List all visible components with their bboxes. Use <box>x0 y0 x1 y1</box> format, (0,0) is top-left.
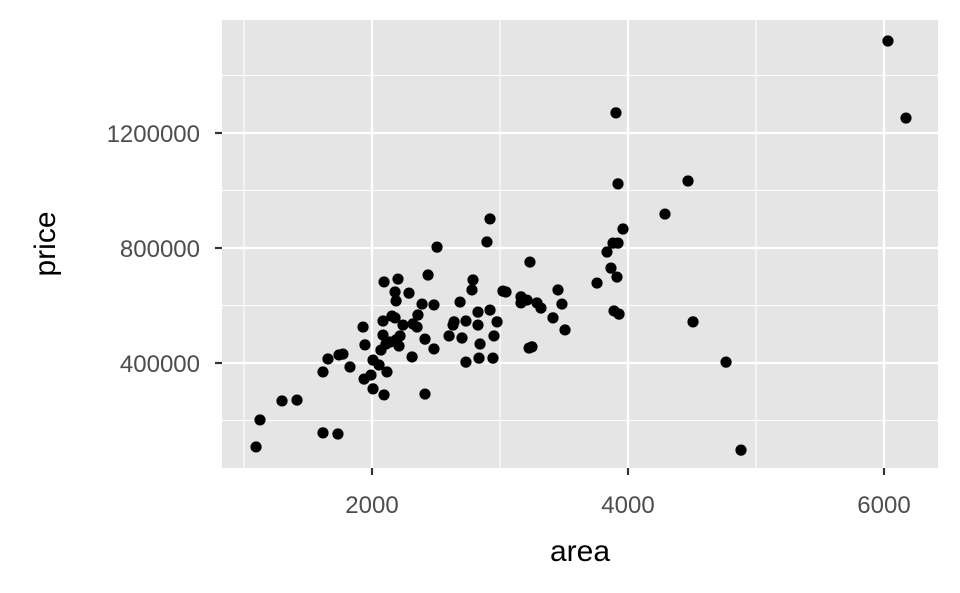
data-point <box>317 427 329 439</box>
data-point <box>467 274 479 286</box>
data-point <box>491 316 503 328</box>
data-point <box>389 286 401 298</box>
data-point <box>484 304 496 316</box>
data-point <box>317 366 329 378</box>
data-point <box>276 395 288 407</box>
data-point <box>612 178 624 190</box>
data-point <box>443 330 455 342</box>
data-point <box>412 309 424 321</box>
major-gridlines <box>222 20 938 468</box>
data-point <box>403 287 415 299</box>
axes: 2000 4000 6000 400000 800000 1200000 are… <box>29 121 911 568</box>
data-point <box>344 361 356 373</box>
data-point <box>612 237 624 249</box>
data-point <box>682 175 694 187</box>
data-point <box>720 356 732 368</box>
data-point <box>416 298 428 310</box>
data-point <box>535 302 547 314</box>
data-point <box>472 306 484 318</box>
data-point <box>322 353 334 365</box>
data-point <box>378 276 390 288</box>
data-point <box>373 359 385 371</box>
data-point <box>456 332 468 344</box>
data-point <box>481 236 493 248</box>
data-point <box>591 277 603 289</box>
data-point <box>687 316 699 328</box>
data-point <box>378 389 390 401</box>
data-point <box>431 241 443 253</box>
data-point <box>448 316 460 328</box>
data-point <box>419 333 431 345</box>
data-point <box>390 295 402 307</box>
data-point <box>291 394 303 406</box>
data-point <box>419 388 431 400</box>
data-point <box>559 324 571 336</box>
data-point <box>397 319 409 331</box>
data-point <box>500 286 512 298</box>
data-point <box>460 315 472 327</box>
data-point <box>454 296 466 308</box>
data-point <box>357 321 369 333</box>
data-point <box>367 383 379 395</box>
x-tick-label: 4000 <box>601 492 654 519</box>
data-point <box>735 444 747 456</box>
data-point <box>254 414 266 426</box>
data-point <box>488 330 500 342</box>
data-point <box>611 271 623 283</box>
plot-panel <box>222 20 938 468</box>
data-point <box>613 308 625 320</box>
data-point <box>428 343 440 355</box>
data-point <box>359 339 371 351</box>
data-point <box>659 208 671 220</box>
data-point <box>365 369 377 381</box>
x-tick-label: 6000 <box>857 492 910 519</box>
x-axis-title: area <box>550 535 610 568</box>
data-point <box>411 321 423 333</box>
data-point <box>337 348 349 360</box>
data-point <box>521 294 533 306</box>
y-tick-label: 1200000 <box>107 121 200 148</box>
data-point <box>605 262 617 274</box>
data-point <box>484 213 496 225</box>
data-point <box>601 246 613 258</box>
data-point <box>250 441 262 453</box>
data-point <box>487 352 499 364</box>
data-point <box>332 428 344 440</box>
data-point <box>428 299 440 311</box>
y-tick-label: 800000 <box>120 236 200 263</box>
data-point <box>556 298 568 310</box>
data-point <box>552 284 564 296</box>
data-point <box>392 273 404 285</box>
data-point <box>389 312 401 324</box>
data-point <box>900 112 912 124</box>
data-point <box>466 284 478 296</box>
data-point <box>526 341 538 353</box>
data-point <box>406 351 418 363</box>
data-point <box>381 366 393 378</box>
data-point <box>377 315 389 327</box>
data-point <box>882 35 894 47</box>
data-point <box>473 352 485 364</box>
y-axis-title: price <box>29 211 62 276</box>
data-point <box>617 223 629 235</box>
data-point <box>524 256 536 268</box>
data-point <box>474 338 486 350</box>
minor-gridlines <box>222 20 938 468</box>
data-point <box>460 356 472 368</box>
data-point <box>422 269 434 281</box>
y-tick-label: 400000 <box>120 351 200 378</box>
data-points <box>250 35 912 456</box>
data-point <box>547 312 559 324</box>
data-point <box>393 340 405 352</box>
data-point <box>377 329 389 341</box>
data-point <box>610 107 622 119</box>
x-tick-label: 2000 <box>345 492 398 519</box>
data-point <box>472 319 484 331</box>
